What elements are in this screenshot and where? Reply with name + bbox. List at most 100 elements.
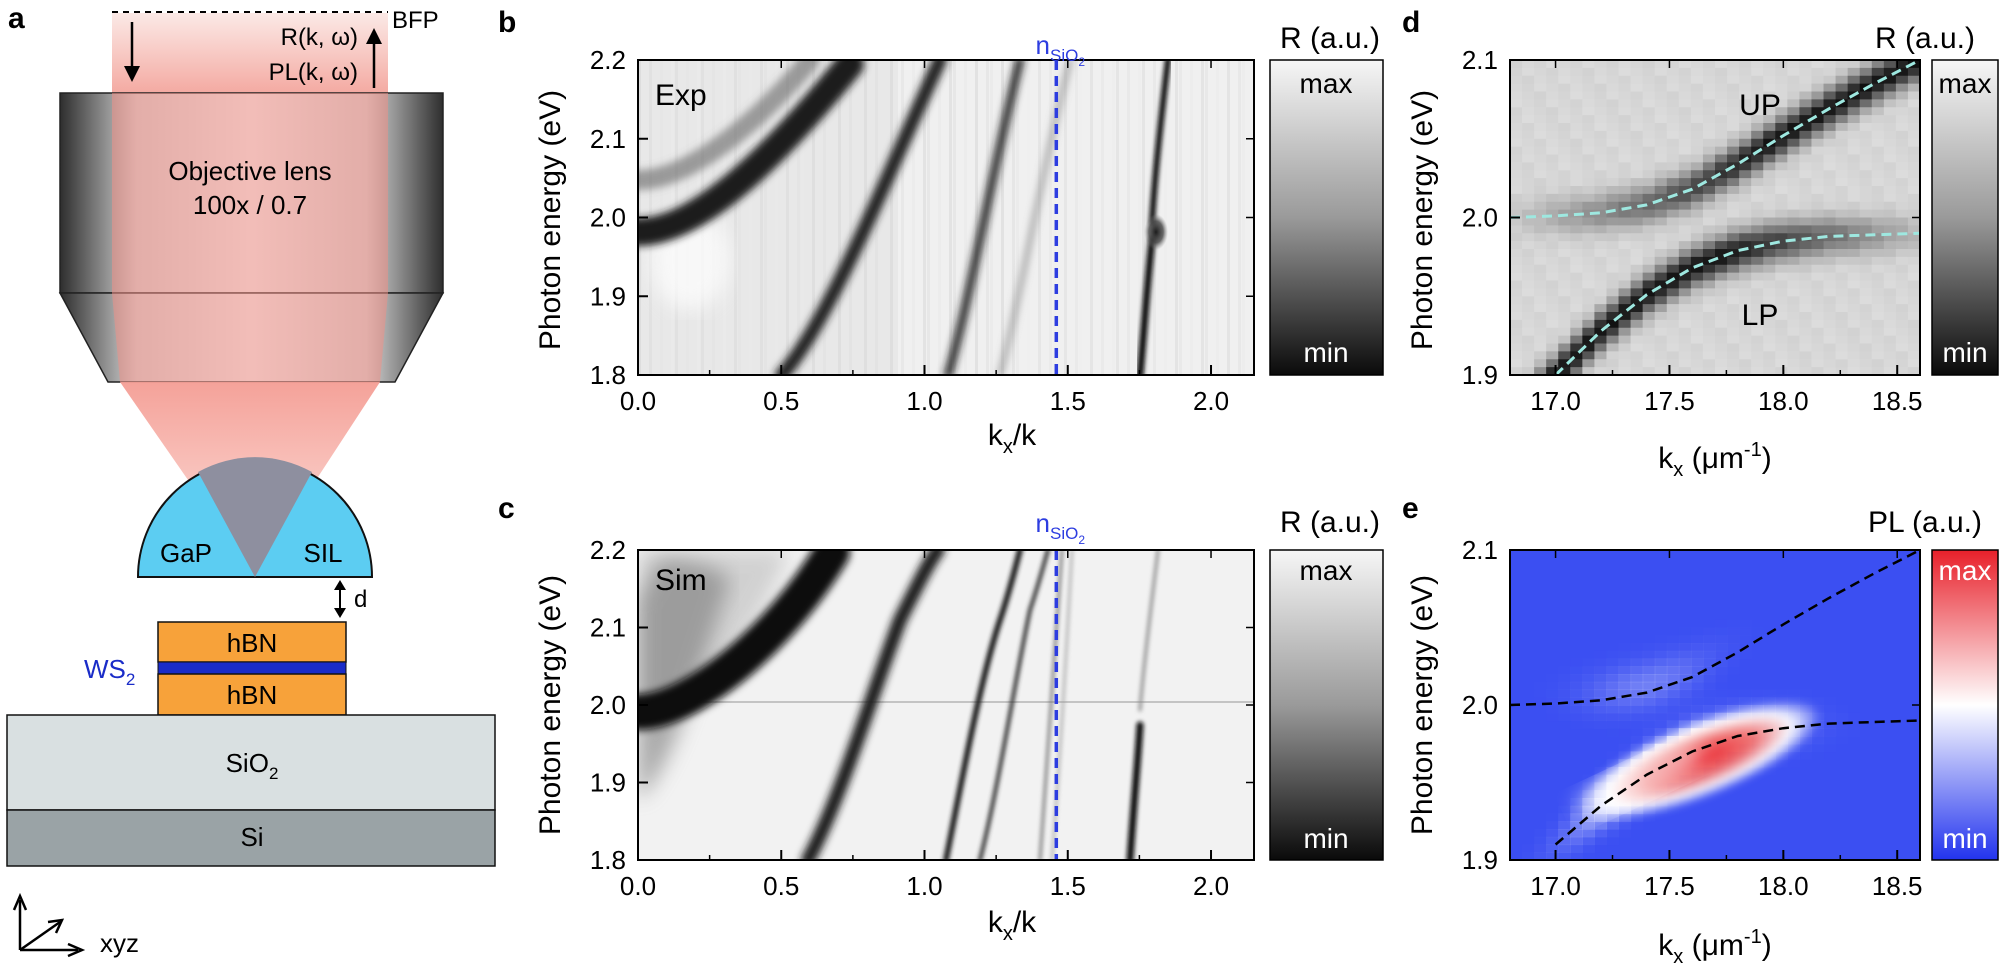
panel-d-colorbar-max: max <box>1939 68 1992 99</box>
panel-d: d UP LP 17.0 17.5 18.0 18.5 1.9 2.0 2.1 kx (μm… <box>1402 6 1999 481</box>
objective-label-2: 100x / 0.7 <box>193 190 307 220</box>
sil-cone <box>198 457 312 577</box>
panel-d-heatmap <box>1510 60 1920 375</box>
y-tick-label: 2.1 <box>1462 45 1498 75</box>
panel-d-colorbar <box>1931 59 1999 376</box>
hbn-bottom <box>157 673 347 716</box>
panel-b-axes: 0.0 0.5 1.0 1.5 2.0 1.8 1.9 2.0 2.1 2.2 <box>590 45 1254 416</box>
panel-e: e 17.0 17.5 18.0 18.5 1.9 2.0 2.1 kx (μm-1) Ph… <box>1402 492 1999 968</box>
panel-c-xlabel: kx/k <box>988 906 1037 945</box>
hbn-top-label: hBN <box>227 628 278 658</box>
x-tick-label: 17.5 <box>1644 871 1695 901</box>
panel-d-up-label: UP <box>1739 89 1781 122</box>
x-tick-label: 2.0 <box>1193 386 1229 416</box>
panel-d-lp-curve <box>1554 231 1921 377</box>
r-label: R(k, ω) <box>281 24 358 51</box>
panel-e-colorbar-max: max <box>1939 555 1992 586</box>
gap-arrow-bottom <box>334 608 346 618</box>
panel-b-ylabel: Photon energy (eV) <box>534 90 567 350</box>
x-tick-label: 17.0 <box>1530 386 1581 416</box>
beam-top <box>112 13 388 93</box>
panel-letter-b: b <box>498 6 516 39</box>
x-tick-label: 1.5 <box>1050 386 1086 416</box>
panel-letter-c: c <box>498 492 515 525</box>
y-tick-label: 2.2 <box>590 535 626 565</box>
panel-b-colorbar-max: max <box>1300 68 1353 99</box>
pl-label: PL(k, ω) <box>269 59 358 86</box>
panel-e-heatmap <box>1510 550 1920 860</box>
panel-e-axes: 17.0 17.5 18.0 18.5 1.9 2.0 2.1 <box>1462 535 1923 901</box>
y-tick-label: 1.9 <box>1462 360 1498 390</box>
x-tick-label: 17.0 <box>1530 871 1581 901</box>
panel-c: c Sim 0.0 0.5 1.0 1.5 2.01.81.92.02.12.2 n <box>498 492 1384 945</box>
x-tick-label: 18.0 <box>1758 386 1809 416</box>
si-label: Si <box>240 822 263 852</box>
x-tick-label: 0.5 <box>763 386 799 416</box>
panel-d-colorbar-min: min <box>1942 337 1987 368</box>
si-layer <box>6 809 496 867</box>
r-arrow-head <box>124 66 140 82</box>
panel-c-axes: 0.0 0.5 1.0 1.5 2.0 1.8 1.9 2.0 2.1 2.2 <box>590 535 1254 901</box>
ws2-layer <box>157 661 347 675</box>
y-tick-label: 2.0 <box>1462 203 1498 233</box>
panel-c-colorbar-title: R (a.u.) <box>1280 506 1380 539</box>
xyz-axes-icon <box>12 892 86 958</box>
x-tick-label: 17.5 <box>1644 386 1695 416</box>
x-tick-label: 1.0 <box>906 871 942 901</box>
sil-sil-label: SIL <box>303 538 342 568</box>
panel-b-nsio2-label: nSiO2 <box>1036 30 1086 69</box>
bfp-label: BFP <box>392 7 439 34</box>
panel-c-colorbar-max: max <box>1300 555 1353 586</box>
x-tick-label: 18.5 <box>1872 871 1923 901</box>
hbn-top <box>157 621 347 663</box>
panel-c-ylabel: Photon energy (eV) <box>534 575 567 835</box>
objective-label-1: Objective lens <box>168 156 331 186</box>
panel-c-colorbar-min: min <box>1303 823 1348 854</box>
axes-label: xyz <box>100 928 139 958</box>
panel-d-ylabel: Photon energy (eV) <box>1406 90 1439 350</box>
panel-a-schematic: a BFP R(k, ω) PL(k, ω) Objective lens 10… <box>6 2 496 958</box>
panel-b-colorbar-title: R (a.u.) <box>1280 22 1380 55</box>
panel-e-up-curve <box>1509 548 1921 707</box>
x-tick-label: 0.5 <box>763 871 799 901</box>
panel-c-heatmap <box>638 550 1254 860</box>
panel-e-lp-curve <box>1554 719 1921 846</box>
hbn-bottom-label: hBN <box>227 680 278 710</box>
panel-c-nsio2-label: nSiO2 <box>1036 508 1086 547</box>
gap-arrow-top <box>334 580 346 590</box>
panel-letter-d: d <box>1402 6 1420 39</box>
panel-letter-e: e <box>1402 492 1419 525</box>
beam-in-lens <box>112 93 388 293</box>
x-tick-label: 1.5 <box>1050 871 1086 901</box>
panel-d-lp-label: LP <box>1742 299 1779 332</box>
panel-b-xlabel: kx/k <box>988 419 1037 458</box>
y-tick-label: 2.1 <box>1462 535 1498 565</box>
panel-d-axes: 17.0 17.5 18.0 18.5 1.9 2.0 2.1 <box>1462 45 1923 416</box>
panel-b: b Exp 0.0 0.5 1.0 1.5 2.01.81.92.02.12.2 nSi <box>498 6 1384 458</box>
y-tick-label: 1.9 <box>590 281 626 311</box>
ws2-label: WS2 <box>84 654 135 689</box>
y-tick-label: 2.1 <box>590 613 626 643</box>
pl-arrow-head <box>366 28 382 44</box>
sil-gap-label: GaP <box>160 538 212 568</box>
gap-label: d <box>354 586 367 613</box>
y-tick-label: 1.8 <box>590 845 626 875</box>
panel-d-up-curve <box>1509 58 1921 219</box>
y-tick-label: 1.8 <box>590 360 626 390</box>
y-tick-label: 1.9 <box>1462 845 1498 875</box>
panel-d-xlabel: kx (μm-1) <box>1658 439 1771 481</box>
panel-d-colorbar-title: R (a.u.) <box>1875 22 1975 55</box>
x-tick-label: 1.0 <box>906 386 942 416</box>
panel-e-ylabel: Photon energy (eV) <box>1406 575 1439 835</box>
panel-e-colorbar-title: PL (a.u.) <box>1868 506 1982 539</box>
panel-b-colorbar <box>1269 59 1384 376</box>
panel-e-colorbar <box>1931 549 1999 861</box>
y-tick-label: 2.0 <box>590 690 626 720</box>
x-tick-label: 0.0 <box>620 871 656 901</box>
panel-b-colorbar-min: min <box>1303 337 1348 368</box>
x-tick-label: 18.0 <box>1758 871 1809 901</box>
y-tick-label: 2.0 <box>1462 690 1498 720</box>
panel-d-pixels <box>1510 60 1920 375</box>
x-tick-label: 2.0 <box>1193 871 1229 901</box>
